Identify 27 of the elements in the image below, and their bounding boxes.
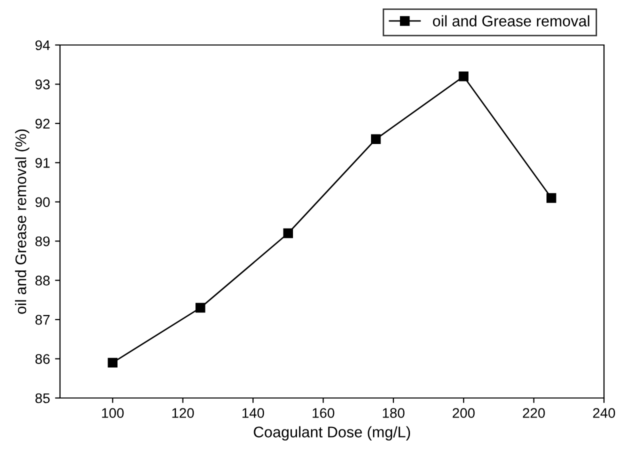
y-tick-label: 92	[35, 118, 50, 129]
x-tick-label: 160	[312, 408, 334, 418]
y-tick-label: 85	[35, 393, 50, 404]
point	[108, 358, 118, 368]
y-tick-label: 90	[35, 197, 50, 208]
x-tick-label: 140	[242, 408, 264, 418]
point	[371, 134, 381, 144]
y-tick-label: 94	[35, 40, 50, 50]
point	[458, 72, 468, 82]
y-tick-label: 93	[35, 80, 50, 90]
x-tick-label: 240	[593, 408, 616, 418]
y-tick-label: 89	[35, 236, 50, 246]
point	[283, 228, 293, 238]
y-axis-title: oil and Grease removal (%)	[15, 129, 30, 314]
point	[546, 193, 556, 203]
y-tick-label: 87	[35, 314, 50, 325]
y-tick-label: 86	[35, 354, 50, 364]
y-tick-label: 88	[35, 276, 50, 286]
x-tick-label: 200	[452, 408, 475, 418]
x-tick-label: 100	[102, 408, 124, 418]
y-tick-label: 91	[35, 158, 50, 168]
x-tick-label: 220	[522, 408, 545, 418]
x-axis-title: Coagulant Dose (mg/L)	[254, 426, 410, 440]
point	[196, 302, 206, 313]
legend-label: oil and Grease removal	[432, 15, 590, 26]
x-tick-label: 180	[382, 408, 404, 418]
x-tick-label: 120	[172, 408, 194, 418]
